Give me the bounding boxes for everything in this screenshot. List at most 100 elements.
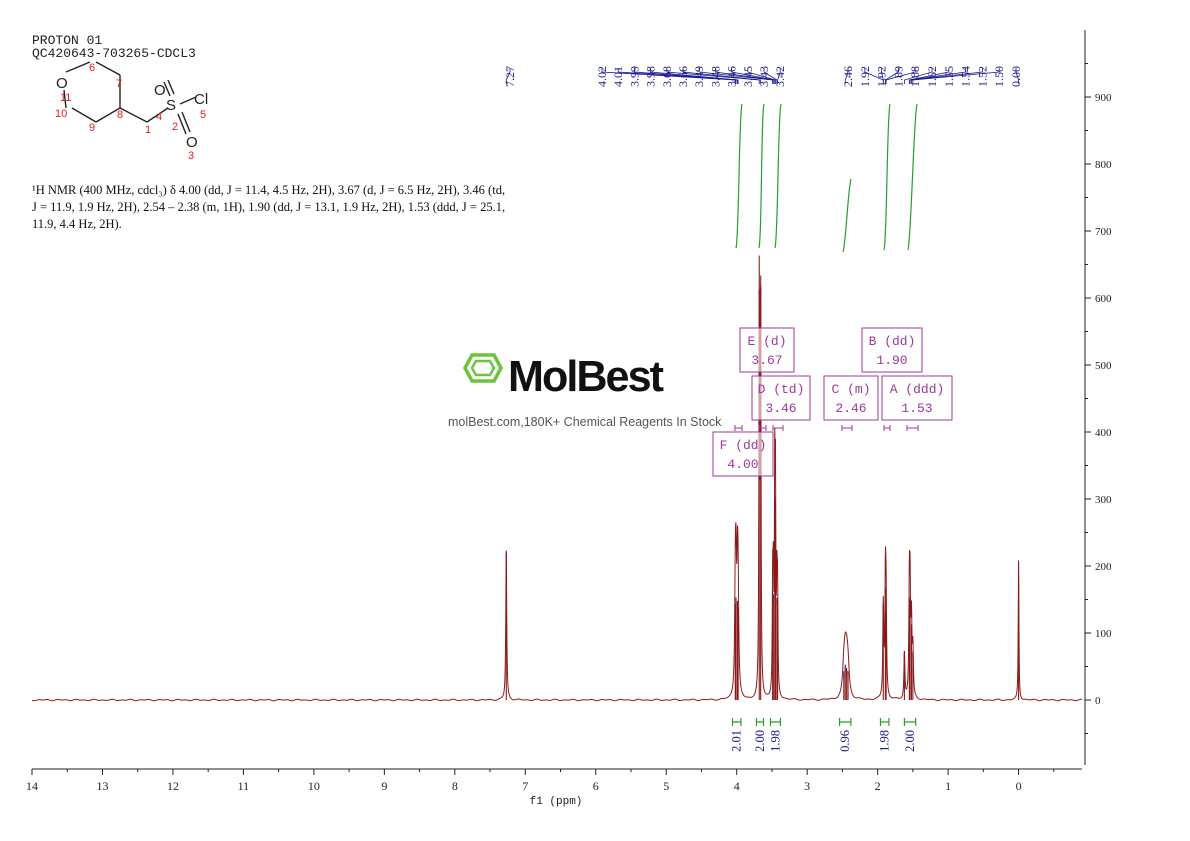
peak-label-connector xyxy=(763,68,778,84)
y-tick-label: 700 xyxy=(1095,226,1112,238)
atom-number-9: 9 xyxy=(89,122,95,134)
x-tick-label: 2 xyxy=(875,779,881,793)
integral-annotation: 0.96 xyxy=(838,718,852,752)
multiplet-frame xyxy=(823,375,879,421)
spectrum-title: PROTON 01 xyxy=(32,33,102,48)
x-tick-label: 12 xyxy=(167,779,179,793)
integral-bracket xyxy=(879,718,890,726)
nmr-description-line-3: 11.9, 4.4 Hz, 2H). xyxy=(32,217,122,231)
x-tick-label: 5 xyxy=(663,779,669,793)
peak-label-connector xyxy=(884,68,899,84)
peak-label: 2.46 xyxy=(841,66,855,87)
peak-label: 0.00 xyxy=(1009,66,1023,87)
atom-number-11: 11 xyxy=(60,92,71,104)
multiplet-shift: 4.00 xyxy=(727,457,758,472)
multiplet-shift: 3.67 xyxy=(751,353,782,368)
multiplet-range xyxy=(758,425,767,431)
integral-curves xyxy=(735,103,918,253)
multiplet-label: E (d) xyxy=(747,334,786,349)
x-tick-label: 10 xyxy=(308,779,320,793)
peak-label: 3.68 xyxy=(660,66,674,87)
peak-label-connector xyxy=(650,68,739,84)
peak-label-connector xyxy=(505,68,511,84)
peak-label: 1.54 xyxy=(959,66,973,87)
y-tick-label: 600 xyxy=(1095,293,1112,305)
atom-oxygen-bottom: O xyxy=(186,134,198,151)
integral-curve xyxy=(883,103,891,251)
multiplet-shift: 1.90 xyxy=(876,353,907,368)
y-tick-label: 300 xyxy=(1095,494,1112,506)
peak-label-connector xyxy=(777,68,781,84)
x-tick-label: 14 xyxy=(26,779,38,793)
multiplet-range xyxy=(734,425,743,431)
peak-label-connector xyxy=(909,68,966,84)
atom-number-1: 1 xyxy=(145,124,151,136)
multiplet-frame xyxy=(881,375,953,421)
multiplet-shift: 2.46 xyxy=(835,401,866,416)
multiplet-range xyxy=(841,425,853,431)
peak-label-connector xyxy=(1015,68,1019,84)
peak-label-connector xyxy=(634,68,738,84)
sample-id: QC420643-703265-CDCL3 xyxy=(32,46,196,61)
x-tick-label: 4 xyxy=(734,779,740,793)
peak-label: 1.52 xyxy=(975,66,989,87)
multiplet-frame xyxy=(739,327,795,373)
integral-annotation: 1.98 xyxy=(878,718,892,752)
peak-label: 1.50 xyxy=(992,66,1006,87)
peak-label-connector xyxy=(666,68,760,84)
multiplet-box: D (td) 3.46 xyxy=(751,375,811,431)
multiplet-box: B (dd) 1.90 xyxy=(861,327,923,431)
integral-curve xyxy=(735,103,743,249)
benzene-logo-icon xyxy=(463,353,503,383)
chemical-structure: O S Cl O O 1 2 3 4 5 6 7 8 9 10 11 xyxy=(55,61,208,162)
multiplet-label: F (dd) xyxy=(720,438,767,453)
multiplet-frame xyxy=(861,327,923,373)
brand-tagline: molBest.com,180K+ Chemical Reagents In S… xyxy=(448,415,722,429)
multiplet-box: E (d) 3.67 xyxy=(739,327,795,431)
x-tick-label: 1 xyxy=(945,779,951,793)
peak-label: 4.02 xyxy=(595,66,609,87)
peak-label-connector xyxy=(682,68,762,84)
y-tick-label: 800 xyxy=(1095,159,1112,171)
multiplet-label: D (td) xyxy=(758,382,805,397)
peak-label: 3.43 xyxy=(757,66,771,87)
integral-annotation: 2.00 xyxy=(903,718,917,752)
multiplet-range xyxy=(883,425,891,431)
integral-curve xyxy=(774,103,782,249)
multiplet-shift: 1.53 xyxy=(901,401,932,416)
atom-number-5: 5 xyxy=(200,109,206,121)
atom-number-10: 10 xyxy=(55,108,67,120)
peak-label: 3.46 xyxy=(725,66,739,87)
peak-label-connector xyxy=(908,68,950,84)
watermark: MolBest molBest.com,180K+ Chemical Reage… xyxy=(448,352,722,429)
axes: 14 13 12 11 10 9 8 7 6 5 4 3 2 1 0f1 (ppm)900800700600… xyxy=(26,30,1112,808)
y-tick-label: 200 xyxy=(1095,561,1112,573)
multiplet-shift: 3.46 xyxy=(765,401,796,416)
multiplet-frame xyxy=(712,431,774,477)
multiplet-range xyxy=(906,425,919,431)
peak-label-connector xyxy=(881,68,884,84)
peak-label-connector xyxy=(731,68,776,84)
integral-value: 1.98 xyxy=(878,730,892,752)
integral-value: 2.00 xyxy=(753,730,767,752)
brand-name: MolBest xyxy=(508,352,664,401)
y-tick-label: 900 xyxy=(1095,92,1112,104)
peak-labels: 7.27 4.02 4.01 3.99 3.98 3.68 3.66 3.49 3.48 3.46… xyxy=(503,66,1023,87)
x-tick-label: 8 xyxy=(452,779,458,793)
peak-label-connector xyxy=(617,68,737,84)
x-tick-label: 6 xyxy=(593,779,599,793)
atom-chlorine: Cl xyxy=(194,91,208,108)
atom-oxygen-top: O xyxy=(154,82,166,99)
multiplet-frame xyxy=(751,375,811,421)
peak-label: 3.45 xyxy=(741,66,755,87)
integral-value: 2.00 xyxy=(903,730,917,752)
integral-bracket xyxy=(903,718,917,726)
x-tick-label: 0 xyxy=(1016,779,1022,793)
x-tick-label: 11 xyxy=(238,779,250,793)
y-tick-label: 500 xyxy=(1095,360,1112,372)
atom-oxygen-ring: O xyxy=(56,75,68,92)
atom-number-6: 6 xyxy=(89,62,95,74)
integral-annotation: 2.01 xyxy=(730,718,744,752)
multiplet-label: C (m) xyxy=(831,382,870,397)
